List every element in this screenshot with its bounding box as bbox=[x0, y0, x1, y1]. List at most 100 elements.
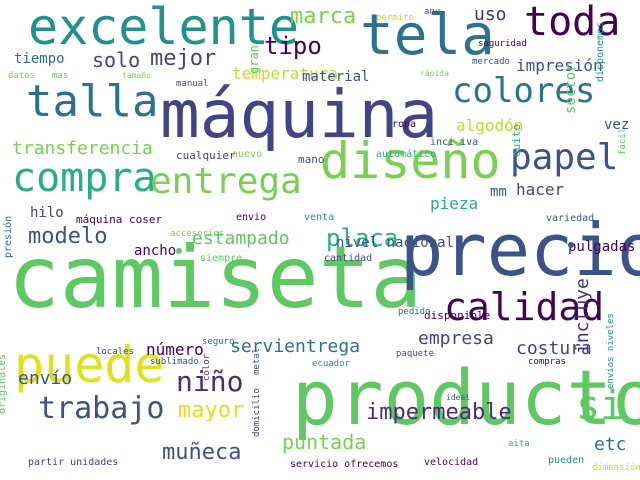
word-tiempo: tiempo bbox=[14, 51, 65, 67]
word-costura: costura bbox=[516, 338, 592, 359]
word-nuevo: nuevo bbox=[232, 149, 263, 160]
word-nivel-nacional: nivel nacional bbox=[336, 235, 455, 251]
word-temperatura: temperatura bbox=[232, 64, 338, 83]
word-servicio-ofrecemos: servicio ofrecemos bbox=[290, 459, 399, 470]
word-empresa: empresa bbox=[418, 328, 494, 349]
word-hilo: hilo bbox=[30, 205, 64, 221]
word-originales: originales bbox=[0, 353, 8, 414]
word-mayor: mayor bbox=[178, 398, 245, 423]
word-solo: solo bbox=[92, 48, 141, 72]
word-maquina-coser: máquina coser bbox=[76, 213, 163, 226]
word-talla: talla bbox=[26, 76, 159, 127]
word-estampado: estampado bbox=[192, 228, 290, 249]
word-tipo: tipo bbox=[264, 32, 322, 60]
word-ropa: ropa bbox=[392, 119, 417, 130]
word-uso: uso bbox=[474, 4, 507, 25]
dot-1 bbox=[176, 248, 182, 254]
word-modelo: modelo bbox=[28, 224, 108, 249]
word-producto: producto bbox=[292, 353, 640, 442]
word-trabajo: trabajo bbox=[38, 391, 165, 426]
word-seguridad: seguridad bbox=[478, 39, 527, 49]
word-color: color bbox=[202, 353, 212, 381]
word-mano: mano bbox=[298, 153, 325, 166]
word-datos: datos bbox=[8, 71, 36, 81]
word-envios-niveles: envíos niveles bbox=[606, 313, 616, 389]
word-camiseta: camiseta bbox=[8, 228, 423, 328]
word-sublimado: sublimado bbox=[150, 357, 199, 367]
word-mejor: mejor bbox=[150, 46, 217, 71]
dot-2 bbox=[568, 242, 574, 248]
word-numero: número bbox=[146, 340, 204, 359]
word-domicilio: domicilio bbox=[252, 388, 262, 437]
word-envio-small: envio bbox=[236, 212, 267, 223]
word-servientrega: servientrega bbox=[230, 336, 361, 357]
word-excelente: excelente bbox=[28, 0, 299, 56]
word-siempre: siempre bbox=[200, 253, 243, 264]
word-muneca: muñeca bbox=[162, 440, 242, 465]
word-quito: quito bbox=[510, 123, 523, 157]
word-impermeable: impermeable bbox=[366, 400, 512, 425]
word-mas: mas bbox=[52, 71, 69, 81]
word-papel: papel bbox=[510, 137, 619, 178]
word-partir-unidades: partir unidades bbox=[28, 457, 119, 468]
word-pueden: pueden bbox=[548, 455, 585, 466]
word-entrega: entrega bbox=[150, 161, 302, 202]
word-envio: envío bbox=[18, 368, 73, 389]
word-tela: tela bbox=[360, 3, 495, 68]
word-placa: placa bbox=[326, 224, 399, 252]
word-ideal: ideal bbox=[446, 393, 471, 402]
word-cantidad: cantidad bbox=[324, 253, 373, 264]
word-mercado: mercado bbox=[472, 57, 510, 67]
word-cualquier: cualquier bbox=[176, 149, 236, 162]
word-sector: sector bbox=[563, 63, 579, 114]
word-ancho: ancho bbox=[134, 243, 177, 259]
word-venta: venta bbox=[304, 212, 335, 223]
word-nino: niño bbox=[176, 365, 244, 398]
word-puede: puede bbox=[14, 336, 165, 394]
word-algodon: algodón bbox=[456, 116, 524, 135]
word-tamano: tamaño bbox=[122, 71, 151, 80]
word-ecuador: ecuador bbox=[312, 359, 350, 369]
word-calidad: calidad bbox=[444, 285, 605, 329]
word-toda: toda bbox=[524, 0, 621, 45]
word-variedad: variedad bbox=[546, 213, 595, 224]
word-automatico: automático bbox=[376, 149, 437, 160]
word-metal: metal bbox=[252, 347, 262, 375]
word-marca: marca bbox=[290, 4, 357, 29]
word-paquete: paquete bbox=[396, 349, 434, 359]
word-pedido: pedido bbox=[398, 307, 431, 317]
word-facil: fácil bbox=[618, 127, 628, 155]
word-aita: aita bbox=[508, 439, 530, 449]
word-hacer: hacer bbox=[516, 180, 565, 199]
word-disponemos: disponemos bbox=[595, 21, 606, 82]
word-colores: colores bbox=[452, 71, 596, 111]
word-inci-iva: inci iva bbox=[430, 137, 479, 148]
word-pieza: pieza bbox=[430, 194, 479, 213]
word-anu: anu bbox=[424, 7, 441, 17]
word-etc: etc bbox=[594, 434, 627, 455]
word-si: si bbox=[576, 383, 625, 429]
word-transferencia: transferencia bbox=[12, 138, 153, 159]
word-material: material bbox=[302, 69, 370, 85]
word-accesorios: accesorios bbox=[170, 229, 225, 239]
word-presion: presión bbox=[3, 215, 14, 258]
word-maquina: máquina bbox=[160, 76, 439, 153]
word-seguro: seguro bbox=[202, 337, 235, 347]
word-impresion: impresión bbox=[516, 56, 603, 75]
word-puntada: puntada bbox=[282, 430, 367, 454]
word-manual: manual bbox=[176, 79, 209, 89]
word-vez: vez bbox=[604, 117, 630, 133]
word-compra: compra bbox=[12, 155, 157, 201]
word-diseno: diseño bbox=[320, 132, 501, 190]
word-precio: precio bbox=[400, 208, 640, 292]
word-rapida: rápida bbox=[420, 69, 449, 78]
word-permite: permite bbox=[376, 13, 414, 23]
word-mm: mm bbox=[490, 184, 507, 200]
word-disponible: disponible bbox=[424, 309, 491, 322]
word-locales: locales bbox=[96, 347, 134, 357]
word-compras: compras bbox=[528, 357, 566, 367]
word-pulgadas: pulgadas bbox=[568, 239, 636, 255]
word-dimension: dimensión bbox=[592, 463, 640, 473]
word-gran: gran bbox=[247, 45, 261, 74]
